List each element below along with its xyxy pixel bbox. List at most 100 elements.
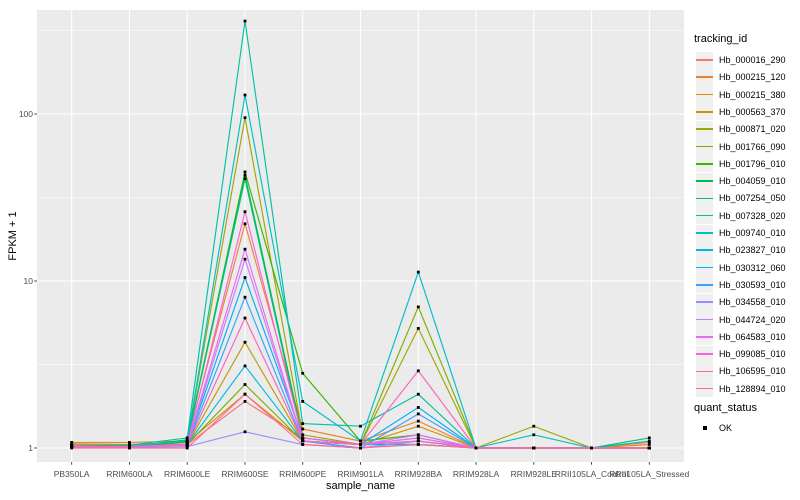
data-point bbox=[185, 446, 189, 450]
legend-quant-key bbox=[696, 419, 713, 436]
data-point bbox=[647, 443, 651, 446]
legend-key bbox=[696, 155, 713, 173]
legend-key bbox=[696, 86, 713, 104]
data-point bbox=[532, 446, 536, 450]
legend-key-line-icon bbox=[696, 162, 713, 165]
data-point bbox=[359, 443, 362, 446]
legend-key bbox=[696, 120, 713, 138]
legend-key-line-icon bbox=[696, 370, 713, 373]
legend-key bbox=[696, 224, 713, 242]
legend-item-label: Hb_009740_010 bbox=[719, 228, 786, 239]
legend-key-line-icon bbox=[696, 93, 713, 96]
data-point bbox=[185, 443, 189, 447]
data-point bbox=[416, 305, 420, 309]
data-point bbox=[359, 446, 362, 450]
data-point bbox=[416, 412, 420, 416]
legend-item: Hb_000871_020 bbox=[692, 120, 786, 138]
data-point bbox=[416, 327, 420, 330]
data-point bbox=[243, 19, 247, 23]
y-tick-label: 1 bbox=[28, 443, 33, 453]
data-point bbox=[243, 247, 247, 251]
legend-item-label: Hb_030593_010 bbox=[719, 279, 786, 290]
x-tick-label: RRIM928BA bbox=[394, 469, 442, 479]
data-point bbox=[70, 446, 74, 450]
legend-item: Hb_007328_020 bbox=[692, 207, 786, 225]
data-point bbox=[128, 441, 131, 444]
legend-item-label: Hb_001796_010 bbox=[719, 158, 786, 169]
legend-item: Hb_009740_010 bbox=[692, 224, 786, 242]
legend-key-line-icon bbox=[696, 284, 713, 286]
data-point bbox=[243, 170, 247, 174]
x-tick-label: RRIM600PE bbox=[279, 469, 327, 479]
y-tick-label: 10 bbox=[23, 276, 33, 286]
data-point bbox=[243, 177, 247, 181]
data-point bbox=[416, 419, 420, 423]
data-point bbox=[301, 443, 305, 446]
x-tick-label: RRIM901LA bbox=[337, 469, 384, 479]
legend-key bbox=[696, 345, 713, 363]
data-point bbox=[70, 442, 74, 446]
legend-item: Hb_064583_010 bbox=[692, 328, 786, 346]
legend-tracking-title: tracking_id bbox=[694, 33, 748, 45]
y-axis-title: FPKM + 1 bbox=[7, 211, 19, 261]
data-point bbox=[243, 222, 247, 226]
legend-item-label: Hb_000215_380 bbox=[719, 89, 786, 100]
data-point bbox=[301, 400, 305, 403]
legend-item-label: Hb_007328_020 bbox=[719, 210, 786, 221]
legend-item-label: Hb_004059_010 bbox=[719, 176, 786, 187]
legend-quant-point-icon bbox=[702, 425, 707, 430]
data-point bbox=[532, 433, 536, 437]
legend-item: Hb_001796_010 bbox=[692, 155, 786, 173]
data-point bbox=[243, 173, 247, 177]
data-point bbox=[128, 446, 131, 450]
data-point bbox=[416, 433, 420, 437]
data-point bbox=[590, 446, 593, 450]
legend-key bbox=[696, 380, 713, 398]
data-point bbox=[301, 427, 305, 431]
legend-key-line-icon bbox=[696, 387, 713, 390]
legend-quant-item: OK bbox=[692, 419, 732, 436]
legend-item: Hb_030312_060 bbox=[692, 259, 786, 277]
data-point bbox=[243, 257, 247, 261]
data-point bbox=[243, 400, 247, 403]
legend-item: Hb_004059_010 bbox=[692, 172, 786, 190]
legend-item-label: Hb_000563_370 bbox=[719, 106, 786, 117]
data-point bbox=[301, 433, 305, 437]
x-tick-label: RRIM600LA bbox=[106, 469, 153, 479]
data-point bbox=[647, 439, 651, 443]
legend-key bbox=[696, 172, 713, 190]
legend-key-line-icon bbox=[696, 197, 713, 200]
data-point bbox=[243, 276, 247, 279]
legend-key-line-icon bbox=[696, 76, 713, 79]
data-point bbox=[243, 392, 247, 396]
legend-key bbox=[696, 68, 713, 86]
data-point bbox=[301, 436, 305, 440]
data-point bbox=[185, 436, 189, 440]
legend-key bbox=[696, 207, 713, 225]
legend-key-line-icon bbox=[696, 353, 713, 355]
legend-item-label: Hb_099085_010 bbox=[719, 349, 786, 360]
legend-item: Hb_007254_050 bbox=[692, 189, 786, 207]
x-tick-label: RRII105LA_Stressed bbox=[609, 469, 690, 479]
legend-item: Hb_000016_290 bbox=[692, 51, 786, 69]
legend-key bbox=[696, 241, 713, 259]
legend-key bbox=[696, 103, 713, 121]
legend-key-line-icon bbox=[696, 301, 713, 303]
legend-item: Hb_044724_020 bbox=[692, 311, 786, 329]
data-point bbox=[243, 430, 247, 434]
data-point bbox=[243, 340, 247, 344]
legend-item: Hb_000215_120 bbox=[692, 68, 786, 86]
data-point bbox=[301, 422, 305, 425]
data-point bbox=[185, 439, 189, 443]
legend-key bbox=[696, 51, 713, 69]
legend-item-label: Hb_000871_020 bbox=[719, 124, 786, 135]
legend-item-label: Hb_000016_290 bbox=[719, 55, 786, 66]
x-axis-title: sample_name bbox=[325, 480, 396, 492]
legend-key-line-icon bbox=[696, 249, 713, 252]
x-tick-label: RRII105LA_Control bbox=[554, 469, 629, 479]
legend-item-label: Hb_064583_010 bbox=[719, 331, 786, 342]
legend-item: Hb_034558_010 bbox=[692, 293, 786, 311]
data-point bbox=[416, 369, 420, 373]
legend-item: Hb_001766_090 bbox=[692, 138, 786, 156]
